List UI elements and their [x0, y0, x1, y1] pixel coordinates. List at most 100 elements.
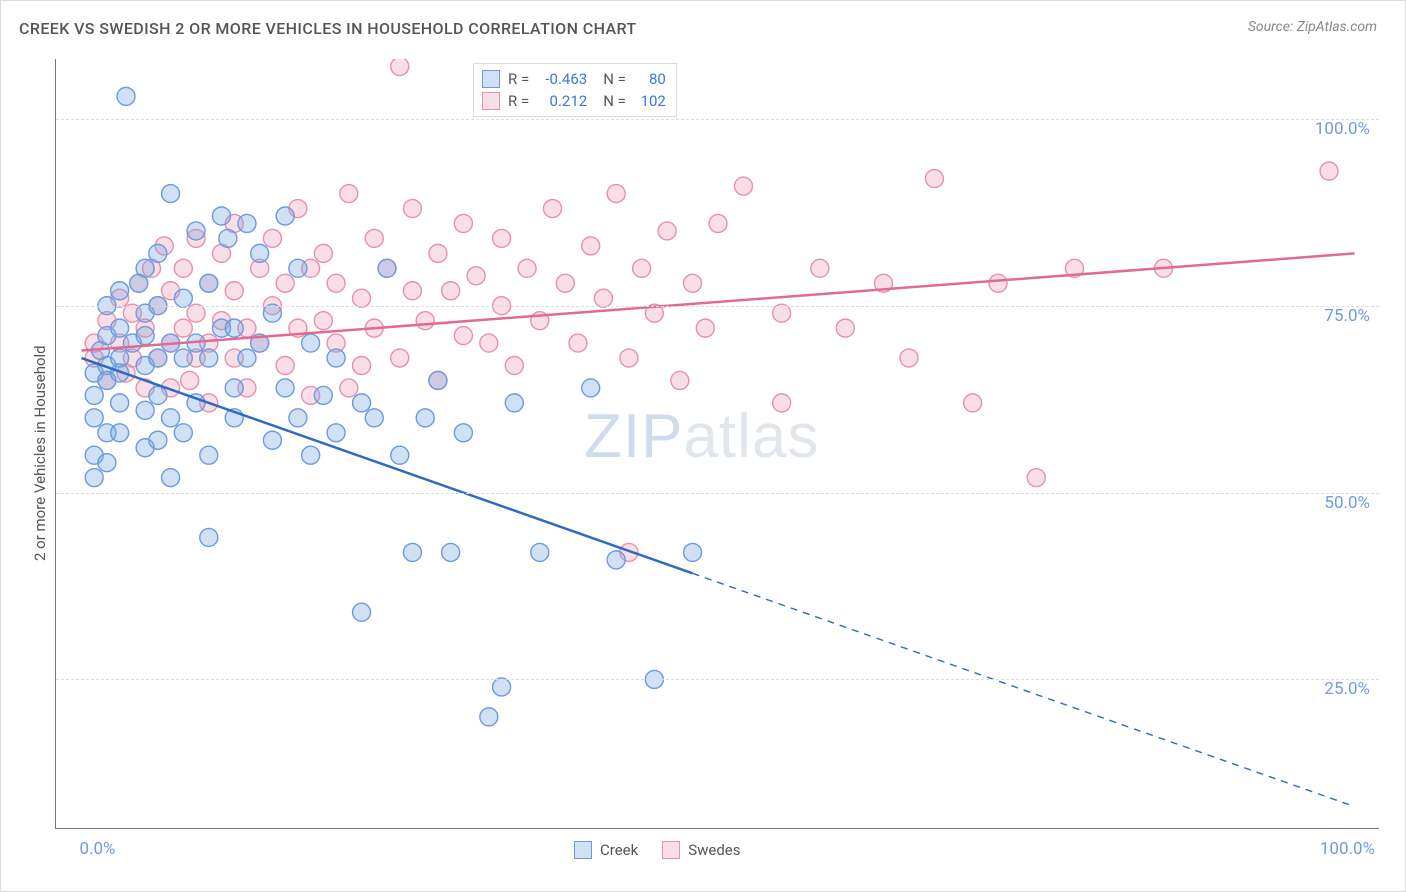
swedes-point [925, 170, 943, 188]
creek-point [111, 394, 129, 412]
creek-point [454, 424, 472, 442]
gridline [56, 306, 1379, 307]
swedes-point [480, 334, 498, 352]
legend-item-label: Swedes [688, 841, 740, 859]
creek-point [314, 386, 332, 404]
swedes-point [633, 259, 651, 277]
creek-point [327, 424, 345, 442]
creek-point [162, 409, 180, 427]
creek-point [174, 424, 192, 442]
creek-point [493, 678, 511, 696]
chart-canvas: CREEK VS SWEDISH 2 OR MORE VEHICLES IN H… [0, 0, 1406, 892]
legend-item: Swedes [662, 841, 740, 859]
swedes-point [174, 319, 192, 337]
swedes-point [582, 237, 600, 255]
creek-point [429, 371, 447, 389]
creek-point [684, 543, 702, 561]
swedes-point [327, 274, 345, 292]
swedes-point [353, 357, 371, 375]
creek-point [302, 446, 320, 464]
creek-point [149, 244, 167, 262]
creek-point [149, 349, 167, 367]
swedes-point [391, 59, 409, 75]
correlation-legend: R =-0.463N =80R = 0.212 N = 102 [473, 63, 677, 117]
creek-point [174, 289, 192, 307]
creek-point [85, 469, 103, 487]
creek-point [174, 349, 192, 367]
creek-point [403, 543, 421, 561]
creek-point [98, 454, 116, 472]
legend-row: R =-0.463N =80 [482, 68, 666, 90]
swedes-point [518, 259, 536, 277]
swedes-point [314, 312, 332, 330]
swedes-point [620, 349, 638, 367]
creek-point [327, 349, 345, 367]
source-credit: Source: ZipAtlas.com [1248, 19, 1377, 35]
y-tick-label: 50.0% [1300, 493, 1370, 513]
creek-point [276, 379, 294, 397]
swedes-point [1027, 469, 1045, 487]
creek-trend-dashed [693, 573, 1355, 806]
creek-point [111, 424, 129, 442]
creek-point [162, 469, 180, 487]
swedes-point [442, 282, 460, 300]
swedes-point [454, 327, 472, 345]
creek-point [582, 379, 600, 397]
y-tick-label: 75.0% [1300, 306, 1370, 326]
creek-point [378, 259, 396, 277]
swedes-point [709, 214, 727, 232]
legend-r-label: R = [508, 68, 529, 90]
creek-point [200, 349, 218, 367]
swedes-point [493, 229, 511, 247]
legend-r-label: R = [508, 90, 529, 112]
x-tick-label: 100.0% [1320, 839, 1375, 859]
y-tick-label: 100.0% [1300, 119, 1370, 139]
x-tick-label: 0.0% [79, 839, 115, 859]
creek-point [111, 319, 129, 337]
creek-point [480, 708, 498, 726]
swedes-point [276, 274, 294, 292]
swedes-point [811, 259, 829, 277]
creek-point [85, 409, 103, 427]
creek-trend-solid [81, 358, 692, 573]
swedes-point [505, 357, 523, 375]
creek-point [225, 379, 243, 397]
swedes-point [773, 304, 791, 322]
legend-swatch [482, 70, 500, 88]
swedes-point [181, 371, 199, 389]
creek-point [442, 543, 460, 561]
swedes-point [174, 259, 192, 277]
creek-point [149, 386, 167, 404]
swedes-point [467, 267, 485, 285]
swedes-point [1320, 162, 1338, 180]
y-tick-label: 25.0% [1300, 679, 1370, 699]
swedes-point [187, 304, 205, 322]
legend-swatch [482, 92, 500, 110]
creek-point [353, 603, 371, 621]
creek-point [187, 222, 205, 240]
legend-r-value: 0.212 [535, 90, 587, 112]
creek-point [136, 401, 154, 419]
swedes-point [314, 244, 332, 262]
creek-point [85, 386, 103, 404]
creek-point [416, 409, 434, 427]
swedes-point [340, 379, 358, 397]
legend-n-value: 102 [632, 90, 666, 112]
swedes-point [276, 357, 294, 375]
swedes-point [416, 312, 434, 330]
swedes-point [569, 334, 587, 352]
creek-point [251, 244, 269, 262]
creek-point [365, 409, 383, 427]
creek-point [162, 185, 180, 203]
legend-n-value: 80 [632, 68, 666, 90]
swedes-point [964, 394, 982, 412]
legend-row: R = 0.212 N = 102 [482, 90, 666, 112]
creek-point [505, 394, 523, 412]
creek-point [276, 207, 294, 225]
swedes-point [403, 282, 421, 300]
creek-point [263, 304, 281, 322]
creek-point [289, 409, 307, 427]
swedes-point [353, 289, 371, 307]
creek-point [353, 394, 371, 412]
legend-n-label: N = [603, 90, 626, 112]
